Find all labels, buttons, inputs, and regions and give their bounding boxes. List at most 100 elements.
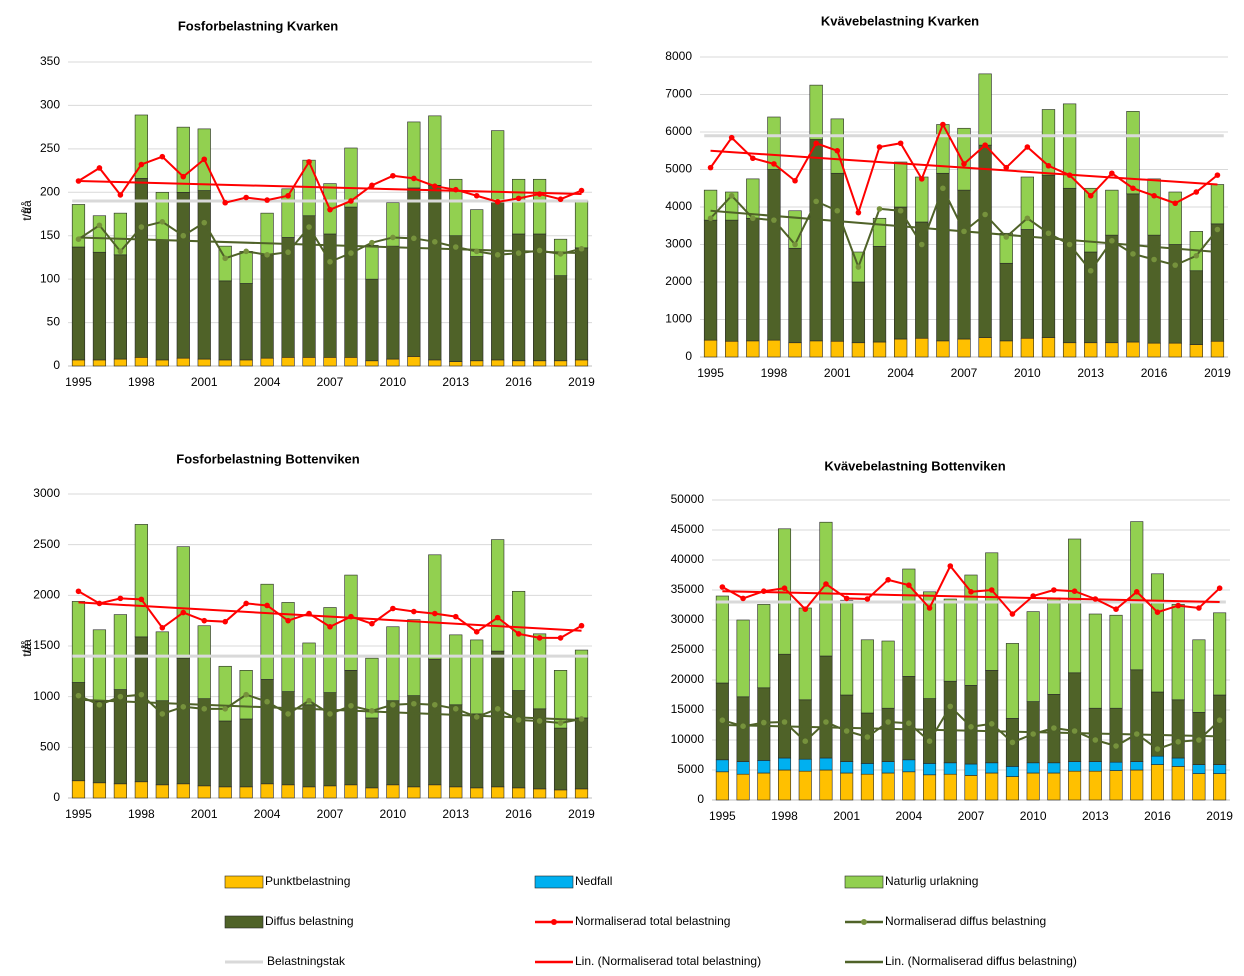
x-tick-label: 1995 <box>709 809 736 823</box>
bar-segment <box>553 727 568 791</box>
bar-segment <box>574 649 589 719</box>
line-marker <box>750 215 756 222</box>
line-marker <box>1051 725 1057 731</box>
line-marker <box>138 224 145 230</box>
line-marker <box>159 624 166 631</box>
line-marker <box>988 587 995 593</box>
x-tick-label: 2001 <box>833 809 860 823</box>
bar-segment <box>1005 766 1019 777</box>
bar-segment <box>92 701 107 784</box>
line-marker <box>96 165 103 171</box>
bar-segment <box>449 361 463 367</box>
bar-segment <box>1105 189 1119 236</box>
line-marker <box>369 620 375 627</box>
bar-segment <box>428 658 442 786</box>
legend-label: Diffus belastning <box>265 914 354 928</box>
bar-segment <box>386 245 400 360</box>
bar-segment <box>365 657 379 719</box>
line-marker <box>180 232 187 239</box>
bar-segment <box>1126 193 1140 343</box>
y-tick-label: 2000 <box>33 588 60 602</box>
line-marker <box>222 255 228 262</box>
line-marker <box>855 264 862 270</box>
bar-segment <box>365 717 379 789</box>
bar-segment <box>239 359 253 367</box>
line-marker <box>1003 164 1010 171</box>
line-marker <box>494 252 501 258</box>
line-marker <box>264 252 270 258</box>
bar-segment <box>512 690 526 789</box>
line-marker <box>1045 162 1052 169</box>
legend-label: Naturlig urlakning <box>885 874 978 888</box>
line-marker <box>306 159 312 165</box>
bar-segment <box>1105 342 1119 358</box>
chart: Fosforbelastning Bottenviken t/å 0 500 1000 1… <box>20 451 595 821</box>
x-tick-label: 1998 <box>771 809 798 823</box>
line-marker <box>802 738 809 744</box>
line-marker <box>988 721 995 727</box>
bar-segment <box>113 783 127 799</box>
bar-segment <box>512 178 526 235</box>
bar-segment <box>1041 337 1056 358</box>
line-marker <box>75 692 82 699</box>
line-marker <box>843 595 850 602</box>
bar-segment <box>470 787 484 799</box>
bar-segment <box>1109 707 1123 763</box>
bar-segment <box>1068 538 1082 674</box>
y-tick-label: 8000 <box>665 49 692 63</box>
line-marker <box>201 706 208 712</box>
line-marker <box>369 708 375 714</box>
line-marker <box>897 140 904 147</box>
line-marker <box>201 156 208 163</box>
line-marker <box>947 563 954 569</box>
x-tick-label: 2019 <box>1204 366 1231 380</box>
line-marker <box>1087 267 1094 274</box>
y-tick-label: 25000 <box>671 642 705 656</box>
bar-segment <box>819 655 833 759</box>
bar-segment <box>428 359 442 367</box>
bar-segment <box>218 280 232 361</box>
bar-segment <box>491 130 505 201</box>
bar-segment <box>365 787 379 799</box>
line-marker <box>1024 215 1031 222</box>
bar-segment <box>1168 244 1182 344</box>
bar-segment <box>1068 672 1082 762</box>
y-tick-label: 50000 <box>671 492 705 506</box>
y-tick-label: 150 <box>40 228 60 242</box>
bar-segment <box>574 359 589 367</box>
line-marker <box>1196 605 1202 611</box>
line-marker <box>982 142 988 148</box>
bar-segment <box>1130 669 1144 762</box>
bar-segment <box>798 770 812 801</box>
bar-segment <box>491 786 505 799</box>
line-marker <box>222 706 228 712</box>
bar-segment <box>1210 223 1225 342</box>
bar-segment <box>767 116 781 170</box>
line-marker <box>1051 587 1057 593</box>
line-marker <box>1214 172 1221 178</box>
line-marker <box>792 241 798 248</box>
line-marker <box>1154 609 1161 615</box>
bar-segment <box>1150 573 1164 693</box>
bar-segment <box>957 338 971 358</box>
bar-segment <box>894 338 908 358</box>
line-marker <box>473 714 480 720</box>
line-marker <box>348 702 354 709</box>
line-marker <box>369 182 375 189</box>
bar-segment <box>407 121 421 189</box>
bar-segment <box>1005 776 1019 801</box>
chart: Fosforbelastning Kvarken t/å 0 50 100 150 200 2… <box>20 18 595 389</box>
line-marker <box>707 215 714 222</box>
bar-segment <box>978 144 992 338</box>
y-tick-label: 0 <box>685 349 692 363</box>
bar-segment <box>767 339 781 358</box>
line-marker <box>285 617 291 624</box>
bar-segment <box>1041 174 1056 338</box>
legend-marker <box>551 919 557 925</box>
line-marker <box>494 706 501 712</box>
bar-segment <box>1213 764 1227 774</box>
bar-segment <box>798 607 812 701</box>
bar-segment <box>344 784 358 799</box>
bar-segment <box>778 769 792 801</box>
line-marker <box>876 144 883 150</box>
